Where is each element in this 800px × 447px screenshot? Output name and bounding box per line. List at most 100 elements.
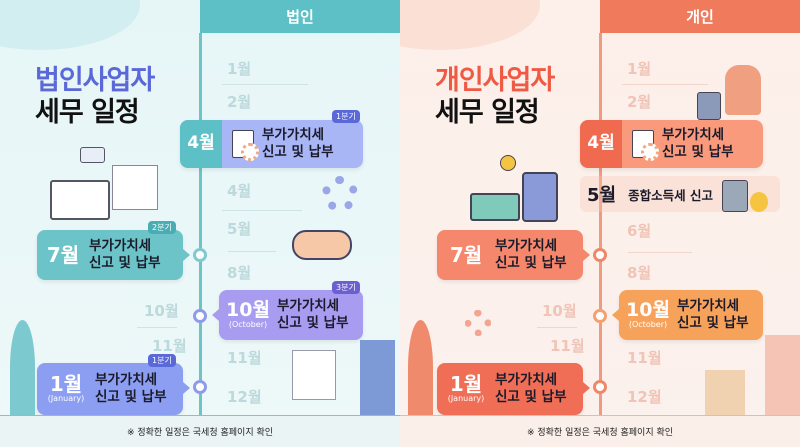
card-month: 4월 <box>580 120 622 168</box>
schedule-card-january: 1월 (January) 부가가치세 신고 및 납부 <box>437 363 583 415</box>
shopkeeper-icon <box>725 65 761 115</box>
timeline-line <box>599 33 602 415</box>
individual-panel: 개인 개인사업자 세무 일정 1월 2월 6월 8월 10월 11월 11월 1… <box>400 0 800 447</box>
ghost-month: 6월 <box>627 222 652 240</box>
ghost-month: 11월 <box>227 349 262 367</box>
calculator-icon <box>522 172 558 222</box>
divider <box>628 252 692 253</box>
building-icon <box>360 340 395 415</box>
card-pointer <box>583 249 590 261</box>
ghost-month: 11월 <box>550 337 585 355</box>
card-text: 신고 및 납부 <box>262 144 334 160</box>
gear-icon <box>322 176 358 212</box>
document-icon <box>632 130 659 161</box>
card-pointer <box>583 382 590 394</box>
ghost-month: 8월 <box>627 264 652 282</box>
ghost-month: 2월 <box>627 93 652 111</box>
handshake-icon <box>292 230 352 260</box>
schedule-card-july: 7월 부가가치세 신고 및 납부 <box>37 230 183 280</box>
schedule-card-april: 4월 부가가치세 신고 및 납부 <box>180 120 363 168</box>
ghost-month: 5월 <box>227 220 252 238</box>
divider <box>137 327 177 328</box>
card-pointer <box>183 249 190 261</box>
building-icon <box>765 335 800 415</box>
card-text: 신고 및 납부 <box>495 389 567 405</box>
card-text: 부가가치세 <box>89 238 152 255</box>
card-month: 5월 <box>587 185 617 206</box>
timeline-dot <box>593 248 607 262</box>
card-text: 부가가치세 <box>662 127 725 144</box>
card-pointer <box>212 309 219 321</box>
card-text: 신고 및 납부 <box>495 255 567 271</box>
ghost-month: 12월 <box>627 388 662 406</box>
coin-icon <box>500 155 516 171</box>
chat-bubble-icon <box>80 147 105 163</box>
page-subtitle: 세무 일정 <box>35 97 140 128</box>
card-text: 부가가치세 <box>262 127 325 144</box>
ghost-month: 1월 <box>227 60 252 78</box>
quarter-badge: 3분기 <box>332 281 360 294</box>
card-month-en: (January) <box>447 394 485 404</box>
card-text: 종합소득세 신고 <box>628 187 713 203</box>
card-month-en: (January) <box>47 394 85 404</box>
shopping-boxes-icon <box>705 370 745 415</box>
document-icon <box>232 130 259 161</box>
individual-header: 개인 <box>600 0 800 33</box>
quarter-badge: 2분기 <box>148 221 176 234</box>
card-month: 1월 <box>449 372 483 397</box>
schedule-card-april: 4월 부가가치세 신고 및 납부 <box>580 120 763 168</box>
card-text: 신고 및 납부 <box>95 389 167 405</box>
card-text: 부가가치세 <box>95 372 158 389</box>
card-month: 7월 <box>46 242 80 267</box>
timeline-dot <box>593 380 607 394</box>
ghost-month: 10월 <box>144 302 179 320</box>
card-pointer <box>612 309 619 321</box>
background-blob <box>400 0 540 50</box>
schedule-card-october: 10월 (October) 부가가치세 신고 및 납부 <box>619 290 763 340</box>
ghost-month: 2월 <box>227 93 252 111</box>
card-text: 부가가치세 <box>495 372 558 389</box>
corporate-header: 법인 <box>200 0 400 33</box>
background-blob <box>0 0 140 50</box>
corporate-panel: 법인 법인사업자 세무 일정 1월 2월 4월 5월 8월 10월 11월 11… <box>0 0 400 447</box>
card-month: 10월 <box>226 298 270 321</box>
timeline-dot <box>193 309 207 323</box>
laptop-chart-icon <box>50 180 110 220</box>
card-pointer <box>183 382 190 394</box>
card-month: 7월 <box>449 242 483 267</box>
ghost-month: 4월 <box>227 182 252 200</box>
ghost-month: 10월 <box>542 302 577 320</box>
timeline-dot <box>593 309 607 323</box>
page-title: 개인사업자 <box>435 65 555 96</box>
card-month: 1월 <box>49 372 83 397</box>
delivery-truck-icon <box>470 193 520 221</box>
ghost-month: 1월 <box>627 60 652 78</box>
card-text: 신고 및 납부 <box>662 144 734 160</box>
divider <box>222 84 308 85</box>
footer-note: ※ 정확한 일정은 국세청 홈페이지 확인 <box>0 415 400 447</box>
plant-icon <box>10 320 35 415</box>
footer-note: ※ 정확한 일정은 국세청 홈페이지 확인 <box>400 415 800 447</box>
ghost-month: 11월 <box>627 349 662 367</box>
page-title: 법인사업자 <box>35 65 155 96</box>
growth-chart-icon <box>112 165 158 210</box>
calculator-icon <box>697 92 721 120</box>
ghost-month: 8월 <box>227 264 252 282</box>
ghost-month: 12월 <box>227 388 262 406</box>
timeline-line <box>199 33 202 415</box>
timeline-dot <box>193 248 207 262</box>
card-month-en: (October) <box>228 319 268 329</box>
card-text: 신고 및 납부 <box>277 315 349 331</box>
divider <box>228 251 276 252</box>
card-text: 부가가치세 <box>677 298 740 315</box>
card-text: 부가가치세 <box>495 238 558 255</box>
gear-icon <box>465 310 491 336</box>
divider <box>622 84 708 85</box>
quarter-badge: 1분기 <box>148 354 176 367</box>
ghost-month: 11월 <box>152 337 187 355</box>
report-board-icon <box>292 350 336 400</box>
page-subtitle: 세무 일정 <box>435 97 540 128</box>
schedule-card-january: 1월 (January) 부가가치세 신고 및 납부 <box>37 363 183 415</box>
schedule-card-july: 7월 부가가치세 신고 및 납부 <box>437 230 583 280</box>
schedule-row-may: 5월 종합소득세 신고 <box>580 176 780 212</box>
